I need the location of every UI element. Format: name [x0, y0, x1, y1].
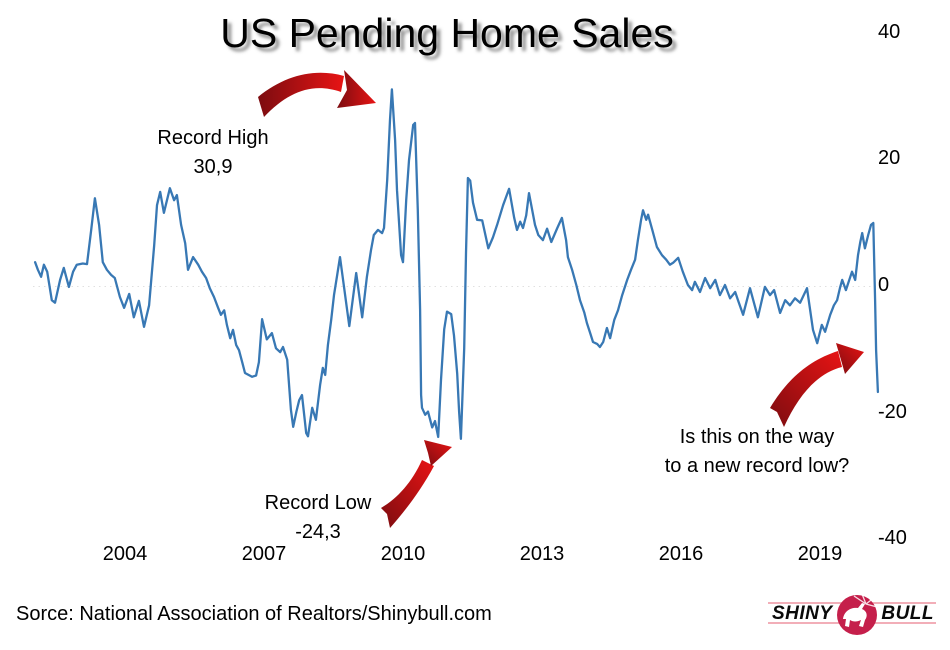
logo-word-shiny: SHINY	[772, 603, 833, 624]
record-high-arrow-icon	[258, 70, 376, 117]
bull-emblem-icon	[837, 593, 878, 635]
y-axis-tick: 20	[878, 147, 901, 170]
record-high-annotation: Record High 30,9	[157, 124, 268, 182]
logo-word-bull: BULL	[881, 603, 934, 624]
question-annotation: Is this on the way to a new record low?	[665, 423, 850, 481]
chart-title: US Pending Home Sales	[220, 10, 674, 56]
y-axis-tick: -40	[878, 527, 907, 550]
record-low-value: -24,3	[295, 521, 341, 543]
record-high-value: 30,9	[193, 156, 233, 178]
record-low-annotation: Record Low -24,3	[265, 489, 372, 547]
x-axis-tick: 2016	[658, 543, 704, 565]
source-text: Sorce: National Association of Realtors/…	[16, 603, 492, 625]
shinybull-logo: SHINY BULL	[768, 592, 936, 640]
x-axis-tick: 2019	[797, 543, 843, 565]
question-line-1: Is this on the way	[679, 426, 835, 448]
y-axis-tick: -20	[878, 400, 907, 423]
pending-home-sales-line	[33, 88, 880, 440]
x-axis-tick: 2010	[380, 543, 426, 565]
record-low-label: Record Low	[264, 492, 372, 514]
x-axis-tick: 2007	[241, 543, 287, 565]
record-low-arrow-icon	[381, 440, 452, 528]
x-axis-tick: 2004	[102, 543, 148, 565]
question-line-2: to a new record low?	[664, 455, 850, 477]
record-high-label: Record High	[157, 127, 269, 149]
y-axis-tick: 40	[878, 20, 901, 43]
new-record-low-arrow-icon	[770, 343, 864, 427]
x-axis-tick: 2013	[519, 543, 565, 565]
y-axis-tick: 0	[878, 274, 890, 296]
